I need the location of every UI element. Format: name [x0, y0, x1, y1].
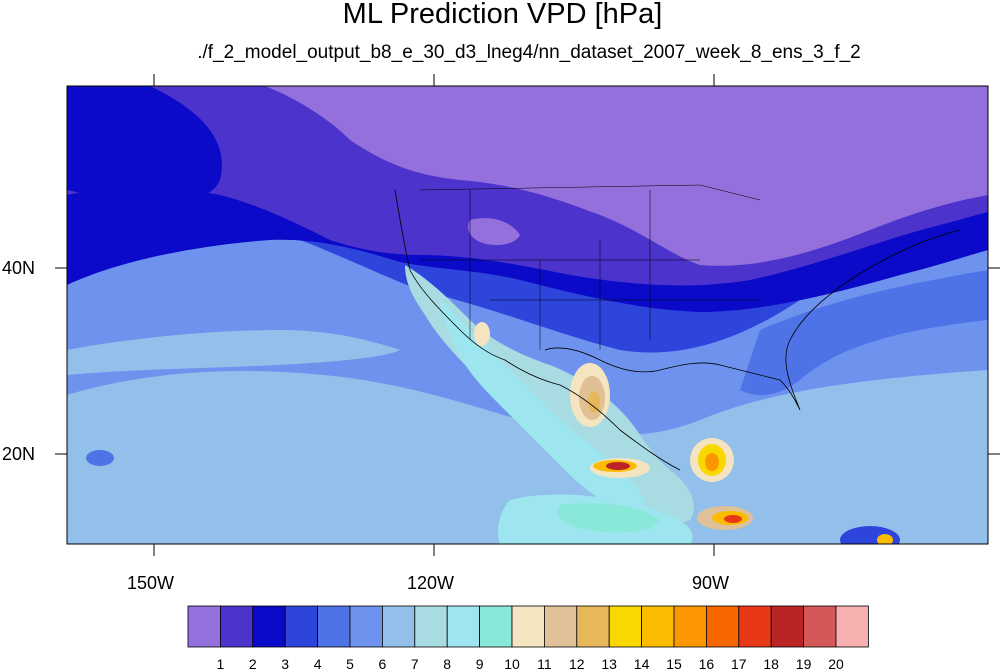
contour-14-se [877, 534, 893, 544]
colorbar-label: 16 [698, 656, 715, 672]
colorbar-label: 13 [601, 656, 617, 672]
contour-10-central [556, 503, 660, 533]
tick-marks [55, 74, 1000, 556]
colorbar-label: 2 [248, 656, 257, 672]
map-frame [66, 85, 989, 545]
contour-17-honduras [724, 515, 742, 523]
colorbar-label: 19 [795, 656, 812, 672]
colorbar-swatch [544, 605, 578, 648]
colorbar-label: 20 [828, 656, 844, 672]
contour-5-atlantic [740, 270, 988, 396]
colorbar-swatch [706, 605, 740, 648]
colorbar-swatch [803, 605, 837, 648]
y-tick-20n: 20N [2, 444, 36, 464]
contour-1-north [265, 86, 988, 266]
colorbar-label: 1 [216, 656, 225, 672]
colorbar-swatch [641, 605, 675, 648]
colorbar-swatch [252, 605, 286, 648]
x-tick-120w: 120W [407, 573, 455, 593]
contour-13-mexico [588, 391, 600, 413]
contour-field [67, 86, 988, 544]
colorbar-label: 18 [763, 656, 779, 672]
contour-18-south [606, 462, 630, 470]
colorbar-label: 15 [666, 656, 682, 672]
colorbar-label: 4 [313, 656, 322, 672]
colorbar-swatch [284, 605, 319, 648]
contour-7-ocean [67, 370, 988, 544]
x-tick-150w: 150W [127, 573, 175, 593]
colorbar-swatch [414, 605, 448, 648]
colorbar [187, 605, 869, 648]
colorbar-swatch [835, 605, 869, 648]
colorbar-label: 6 [378, 656, 387, 672]
colorbar-swatch [187, 605, 221, 648]
colorbar-label: 7 [410, 656, 419, 672]
colorbar-swatch [446, 605, 481, 648]
colorbar-swatch [219, 605, 254, 648]
colorbar-swatch [317, 605, 351, 648]
colorbar-swatch [349, 605, 383, 648]
x-tick-90w: 90W [692, 573, 730, 593]
colorbar-label: 5 [346, 656, 354, 672]
contour-1-west [468, 218, 520, 246]
coastline [394, 189, 961, 471]
colorbar-swatch [479, 605, 513, 648]
colorbar-swatch [381, 605, 416, 648]
colorbar-swatch [770, 605, 805, 648]
colorbar-label: 12 [569, 656, 585, 672]
colorbar-label: 10 [504, 656, 520, 672]
map-title: ML Prediction VPD [hPa] [342, 0, 663, 30]
contour-3-ocean [67, 86, 222, 203]
colorbar-label: 8 [443, 656, 452, 672]
contour-11-baja [474, 322, 490, 346]
colorbar-label: 14 [633, 656, 650, 672]
colorbar-label: 17 [731, 656, 747, 672]
colorbar-label: 11 [537, 656, 552, 672]
colorbar-swatch [738, 605, 772, 648]
colorbar-swatch [576, 605, 610, 648]
state-borders [419, 184, 761, 350]
map-subtitle: ./f_2_model_output_b8_e_30_d3_lneg4/nn_d… [197, 42, 861, 63]
y-tick-40n: 40N [2, 258, 36, 278]
colorbar-label: 9 [475, 656, 484, 672]
colorbar-swatch [511, 605, 545, 648]
colorbar-swatch [673, 605, 707, 648]
contour-7-north [67, 330, 400, 375]
contour-5-hawaii [86, 450, 114, 466]
colorbar-swatch [608, 605, 643, 648]
colorbar-label: 3 [281, 656, 290, 672]
contour-16-caribbean [705, 453, 719, 471]
